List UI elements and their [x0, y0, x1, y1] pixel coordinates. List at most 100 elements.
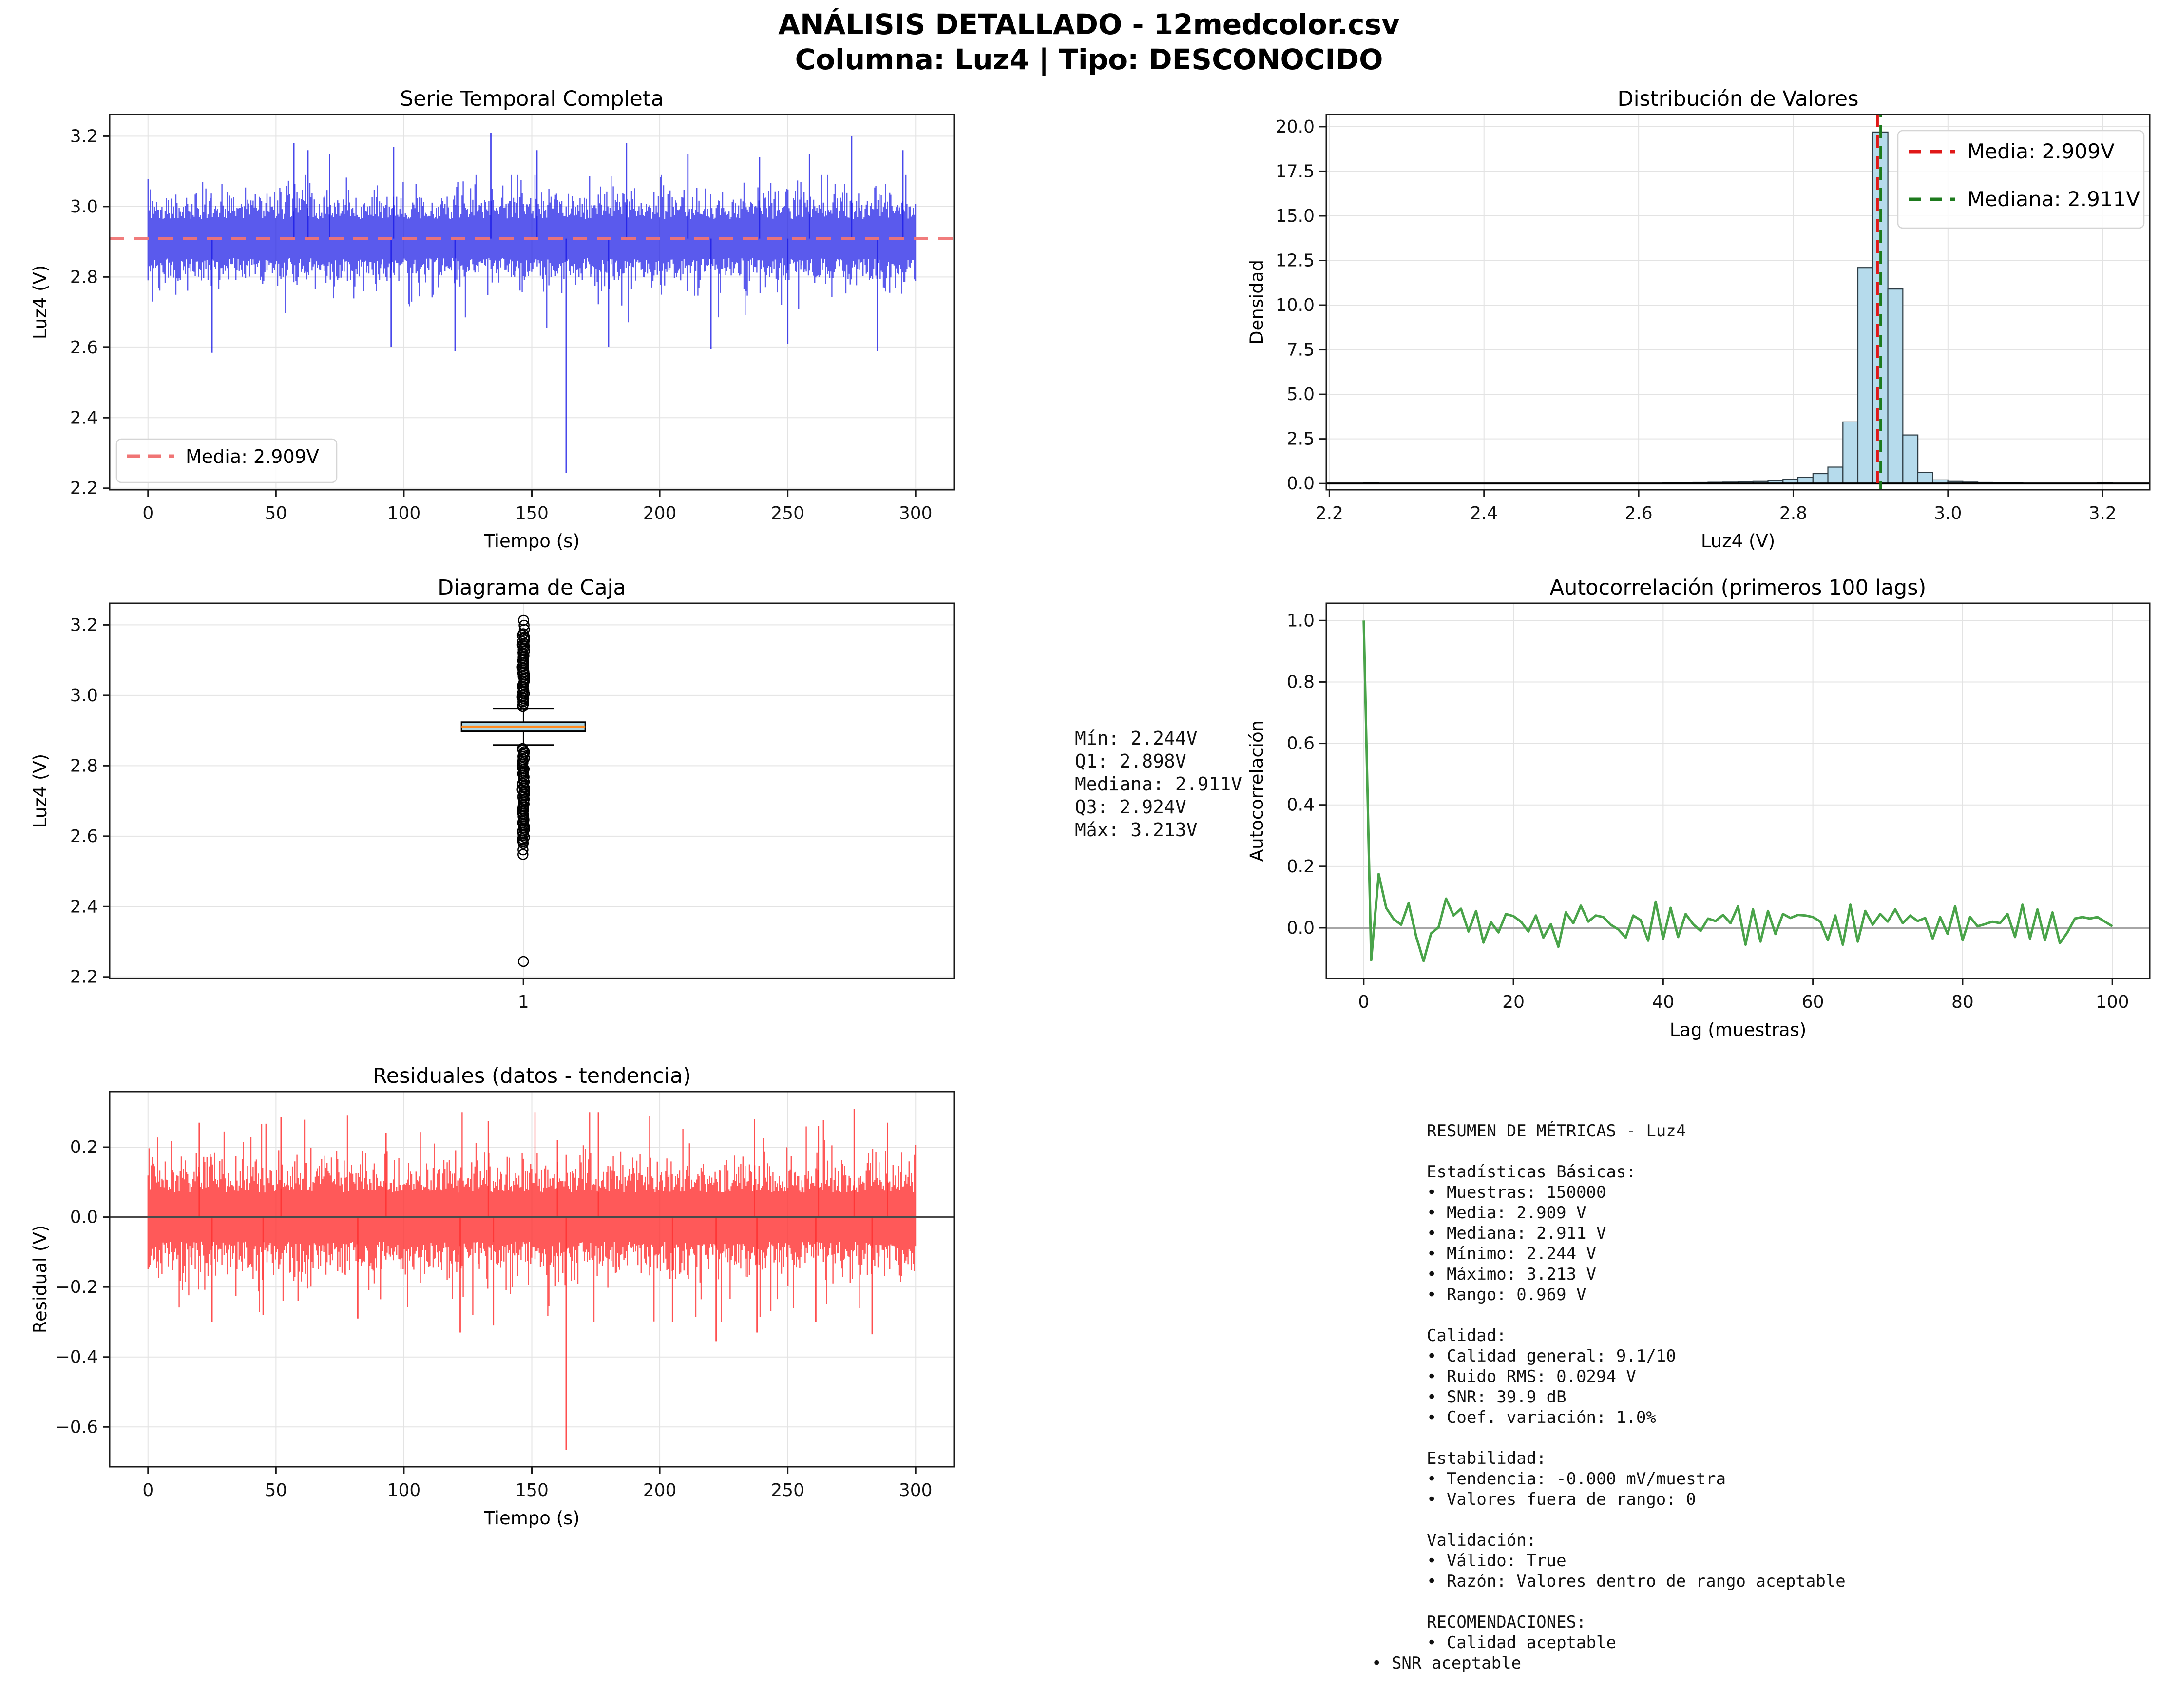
acf-line	[1362, 620, 2113, 962]
boxplot-ytick-label: 3.0	[70, 686, 98, 706]
timeseries-legend-label: Media: 2.909V	[186, 446, 319, 467]
autocorrelation-title: Autocorrelación (primeros 100 lags)	[1550, 576, 1927, 600]
histogram-xtick-label: 3.0	[1934, 503, 1962, 523]
histogram-legend: Media: 2.909V Mediana: 2.911V	[1897, 130, 2145, 229]
timeseries-xtick-label: 100	[387, 503, 421, 523]
timeseries-ytick-label: 2.4	[70, 408, 98, 428]
histogram-bar	[1827, 466, 1844, 484]
residuals-xtick-label: 100	[387, 1480, 421, 1500]
boxplot-ytick-label: 2.4	[70, 897, 98, 917]
timeseries-xlabel: Tiempo (s)	[483, 531, 580, 552]
metrics-last-line: • SNR aceptable	[1372, 1653, 1522, 1673]
autocorrelation-xtick-label: 0	[1358, 992, 1369, 1012]
boxplot-ticks: 1 2.2 2.4 2.6 2.8 3.0 3.2	[70, 615, 529, 1012]
timeseries-title: Serie Temporal Completa	[400, 87, 664, 111]
boxplot-panel: 1 2.2 2.4 2.6 2.8 3.0 3.2 Diagrama de Caja Luz4 …	[30, 576, 955, 1012]
histogram-ytick-label: 15.0	[1276, 206, 1315, 226]
residuals-panel: 0 50 100 150 200 250 300 −0.6 −0.4 −0.2 0.0 0.2 Resi…	[30, 1064, 955, 1529]
histogram-ytick-label: 5.0	[1287, 384, 1315, 404]
residuals-xtick-label: 150	[515, 1480, 549, 1500]
timeseries-xtick-label: 200	[643, 503, 677, 523]
autocorrelation-ytick-label: 0.2	[1287, 857, 1315, 877]
histogram-bar	[1902, 434, 1919, 484]
histogram-bar	[1857, 267, 1873, 484]
boxplot-ylabel: Luz4 (V)	[30, 754, 51, 828]
boxplot-frame	[109, 602, 955, 979]
residuals-grid	[110, 1092, 954, 1467]
autocorrelation-panel: 0 20 40 60 80 100 0.0 0.2 0.4 0.6 0.8 1.0 Autocorrel…	[1246, 576, 2151, 1040]
histogram-bar	[1842, 421, 1859, 484]
residuals-xtick-label: 200	[643, 1480, 677, 1500]
timeseries-xtick-label: 300	[899, 503, 933, 523]
histogram-legend-label: Media: 2.909V	[1967, 139, 2115, 163]
timeseries-panel: 0 50 100 150 200 250 300 2.2 2.4 2.6 2.8 3.0 3.2 Seri…	[30, 87, 955, 552]
autocorrelation-ytick-label: 1.0	[1287, 611, 1315, 631]
autocorrelation-ytick-label: 0.4	[1287, 795, 1315, 815]
boxplot-title: Diagrama de Caja	[438, 576, 626, 600]
autocorrelation-xlabel: Lag (muestras)	[1670, 1019, 1807, 1040]
autocorrelation-xtick-label: 80	[1951, 992, 1974, 1012]
boxplot-outliers	[516, 614, 530, 967]
residuals-ytick-label: −0.2	[56, 1277, 98, 1297]
metrics-summary-text: RESUMEN DE MÉTRICAS - Luz4 Estadísticas …	[1427, 1121, 1846, 1652]
histogram-ytick-label: 2.5	[1287, 429, 1315, 449]
histogram-ytick-label: 0.0	[1287, 474, 1315, 494]
histogram-xlabel: Luz4 (V)	[1701, 531, 1775, 552]
histogram-xtick-label: 2.6	[1624, 503, 1652, 523]
residuals-title: Residuales (datos - tendencia)	[373, 1064, 691, 1088]
histogram-ytick-label: 20.0	[1276, 117, 1315, 137]
histogram-ytick-label: 12.5	[1276, 251, 1315, 271]
histogram-ytick-label: 10.0	[1276, 295, 1315, 315]
timeseries-ytick-label: 2.6	[70, 338, 98, 358]
histogram-ytick-label: 17.5	[1276, 161, 1315, 181]
histogram-xtick-label: 3.2	[2089, 503, 2117, 523]
timeseries-ytick-label: 3.2	[70, 126, 98, 146]
timeseries-spikes	[211, 133, 904, 473]
timeseries-ticks: 0 50 100 150 200 250 300 2.2 2.4 2.6 2.8 3.0 3.2	[70, 126, 933, 523]
timeseries-xtick-label: 50	[265, 503, 287, 523]
boxplot-stats-text: Mín: 2.244V Q1: 2.898V Mediana: 2.911V Q…	[1075, 728, 1242, 841]
figure-title-line2: Columna: Luz4 | Tipo: DESCONOCIDO	[795, 43, 1383, 76]
autocorrelation-xtick-label: 60	[1802, 992, 1824, 1012]
autocorrelation-ytick-label: 0.8	[1287, 672, 1315, 692]
histogram-xtick-label: 2.4	[1470, 503, 1498, 523]
residuals-ytick-label: 0.0	[70, 1208, 98, 1228]
histogram-ticks: 2.2 2.4 2.6 2.8 3.0 3.2 0.0 2.5 5.0 7.5 10.0 12.5 15…	[1276, 117, 2117, 523]
autocorrelation-xtick-label: 20	[1502, 992, 1525, 1012]
histogram-legend-label: Mediana: 2.911V	[1967, 187, 2140, 211]
timeseries-legend: Media: 2.909V	[115, 438, 338, 483]
histogram-ytick-label: 7.5	[1287, 340, 1315, 360]
boxplot-ytick-label: 2.8	[70, 756, 98, 776]
timeseries-xtick-label: 150	[515, 503, 549, 523]
timeseries-ytick-label: 2.2	[70, 479, 98, 499]
histogram-title: Distribución de Valores	[1617, 87, 1858, 111]
residuals-xlabel: Tiempo (s)	[483, 1508, 580, 1529]
timeseries-ylabel: Luz4 (V)	[30, 265, 51, 339]
autocorrelation-xtick-label: 40	[1652, 992, 1674, 1012]
residuals-ticks: 0 50 100 150 200 250 300 −0.6 −0.4 −0.2 0.0 0.2	[56, 1137, 933, 1500]
boxplot-xtick-label: 1	[518, 992, 529, 1012]
timeseries-xtick-label: 0	[142, 503, 153, 523]
boxplot-grid	[110, 603, 954, 979]
timeseries-grid	[110, 115, 954, 490]
residuals-ytick-label: −0.4	[56, 1347, 98, 1367]
autocorrelation-ytick-label: 0.6	[1287, 734, 1315, 754]
autocorrelation-ticks: 0 20 40 60 80 100 0.0 0.2 0.4 0.6 0.8 1.0	[1287, 611, 2129, 1012]
residuals-xtick-label: 50	[265, 1480, 287, 1500]
residuals-xtick-label: 0	[142, 1480, 153, 1500]
histogram-frame	[1325, 114, 2151, 491]
histogram-ylabel: Densidad	[1246, 260, 1267, 345]
histogram-xtick-label: 2.8	[1779, 503, 1807, 523]
timeseries-ytick-label: 2.8	[70, 267, 98, 287]
autocorrelation-ylabel: Autocorrelación	[1246, 720, 1267, 862]
boxplot-ytick-label: 3.2	[70, 615, 98, 635]
residuals-ytick-label: −0.6	[56, 1417, 98, 1437]
histogram-bar	[1917, 472, 1933, 484]
histogram-bars	[1363, 131, 2114, 484]
residuals-xtick-label: 250	[771, 1480, 804, 1500]
boxplot-ytick-label: 2.6	[70, 826, 98, 846]
figure-title: ANÁLISIS DETALLADO - 12medcolor.csv Colu…	[0, 7, 2178, 77]
autocorrelation-xtick-label: 100	[2096, 992, 2129, 1012]
boxplot-ytick-label: 2.2	[70, 967, 98, 987]
timeseries-ytick-label: 3.0	[70, 197, 98, 217]
